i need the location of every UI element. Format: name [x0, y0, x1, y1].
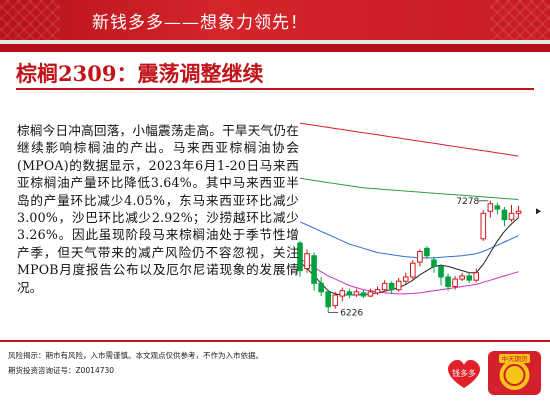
candle [374, 286, 381, 295]
candle-body [445, 276, 451, 288]
candle [452, 275, 458, 290]
candle [438, 264, 444, 286]
candle-body [501, 209, 508, 221]
candle-body [318, 282, 324, 293]
candle [402, 272, 409, 285]
candle-body [304, 253, 310, 269]
candle [346, 288, 353, 299]
candle-body [374, 289, 381, 294]
candle [388, 281, 395, 294]
candle [311, 252, 317, 291]
qianduoduo-logo: 钱多多 [444, 356, 484, 390]
candle-body [360, 292, 367, 297]
candle-body [508, 212, 515, 221]
candle [410, 260, 416, 280]
candle [367, 288, 374, 298]
candle [325, 289, 331, 313]
candle-body [515, 210, 522, 214]
candle-body [438, 265, 444, 278]
candle [417, 249, 423, 267]
candle-body [452, 278, 458, 288]
candle-body [325, 291, 331, 308]
candle-body [297, 242, 303, 272]
candle [515, 205, 522, 218]
candle [297, 240, 303, 277]
candles [297, 200, 522, 313]
candle [459, 272, 465, 282]
candle-body [339, 290, 346, 297]
annotations: 7278 6226 [328, 197, 541, 318]
candle [318, 276, 324, 297]
candle-body [388, 282, 395, 291]
header-banner: 新钱多多——想象力领先！ [0, 0, 550, 52]
candle-body [402, 276, 409, 282]
zhongtian-futures-logo: 中天期货 [487, 350, 542, 396]
candle [431, 256, 437, 273]
candle-body [311, 255, 317, 284]
candle [466, 272, 472, 284]
candle-body [417, 251, 423, 263]
title-underline [16, 88, 534, 90]
candle-body [353, 291, 360, 296]
ma-line-2 [299, 177, 519, 200]
logo-left-text: 钱多多 [452, 368, 476, 378]
candle-body [395, 280, 402, 291]
candle [332, 291, 339, 309]
logo-right-text: 中天期货 [502, 354, 529, 363]
candle-body [332, 294, 339, 307]
candle-body [487, 203, 494, 212]
moving-average-lines [299, 122, 519, 296]
candle-body [346, 291, 353, 296]
page-title: 棕榈2309：震荡调整继续 [16, 61, 264, 86]
candle [473, 268, 480, 283]
ma-line-4 [299, 258, 519, 295]
price-pointer-icon [536, 208, 541, 215]
candle [381, 280, 388, 292]
candle [487, 200, 494, 218]
risk-disclaimer: 风险揭示：期市有风险，入市需谨慎。本文观点仅供参考，不作为入市依据。 [8, 351, 263, 360]
candle [494, 202, 501, 215]
candle-body [431, 259, 437, 267]
ma-line-1 [299, 122, 519, 157]
candle [360, 289, 367, 299]
candle-body [381, 282, 388, 291]
candle-body [410, 262, 416, 278]
candle [395, 278, 402, 292]
candle-body [494, 205, 501, 210]
candle [480, 210, 487, 241]
candle-body [459, 275, 465, 280]
candle [445, 273, 451, 291]
footer-divider [0, 340, 550, 342]
candle [339, 287, 346, 302]
candle-body [480, 212, 487, 240]
candle [304, 249, 310, 273]
license-number: 期货投资咨询证号：Z0014730 [8, 366, 115, 375]
article-body: 棕榈今日冲高回落，小幅震荡走高。干旱天气仍在继续影响棕榈油的产出。马来西亚棕榈油… [17, 123, 299, 295]
candle-body [424, 247, 430, 257]
candle-body [473, 272, 480, 281]
candle [508, 204, 515, 222]
low-price-label: 6226 [340, 308, 363, 318]
candle-body [367, 291, 374, 297]
candle [501, 206, 508, 227]
ma-line-3 [299, 221, 519, 259]
candle [424, 246, 430, 259]
ma-line-5 [299, 217, 519, 296]
banner-band-red [0, 44, 550, 52]
candle [353, 288, 360, 298]
high-price-label: 7278 [456, 197, 479, 207]
candle-body [466, 275, 472, 281]
banner-text: 新钱多多——想象力领先！ [92, 13, 308, 33]
